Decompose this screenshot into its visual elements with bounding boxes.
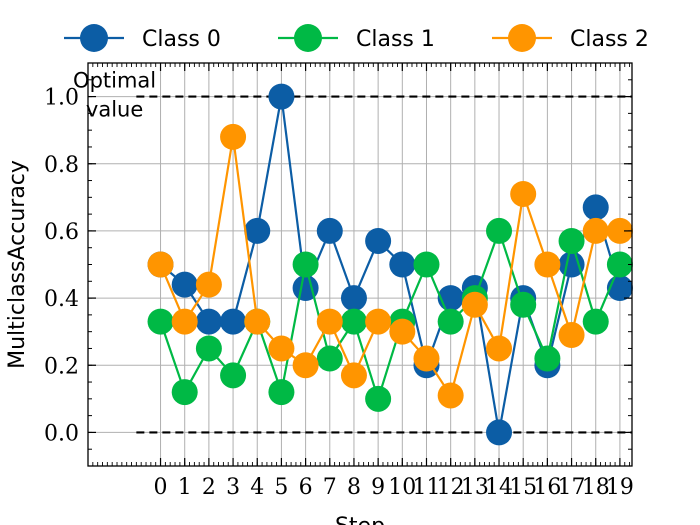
x-tick-label: 15 xyxy=(509,475,537,500)
x-tick-label: 4 xyxy=(250,475,264,500)
annotation-optimal: Optimal xyxy=(73,69,156,93)
data-point xyxy=(365,385,392,412)
y-tick-label: 0.4 xyxy=(44,287,79,312)
x-tick-label: 19 xyxy=(606,475,634,500)
data-point xyxy=(316,345,343,372)
x-tick-label: 7 xyxy=(323,475,337,500)
y-tick-label: 1.0 xyxy=(44,86,79,111)
data-point xyxy=(292,251,319,278)
y-axis-label: MulticlassAccuracy xyxy=(5,160,30,369)
legend-marker xyxy=(80,24,108,52)
x-tick-label: 2 xyxy=(202,475,216,500)
data-point xyxy=(437,308,464,335)
data-point xyxy=(220,362,247,389)
x-tick-label: 18 xyxy=(582,475,610,500)
data-point xyxy=(171,271,198,298)
x-tick-label: 5 xyxy=(274,475,288,500)
x-tick-label: 0 xyxy=(154,475,168,500)
x-tick-label: 1 xyxy=(178,475,192,500)
legend-marker xyxy=(294,24,322,52)
data-point xyxy=(389,251,416,278)
data-point xyxy=(147,251,174,278)
data-point xyxy=(316,217,343,244)
data-point xyxy=(389,318,416,345)
data-point xyxy=(582,194,609,221)
data-point xyxy=(365,227,392,254)
data-point xyxy=(534,345,561,372)
data-point xyxy=(195,335,222,362)
reference-lines xyxy=(136,95,632,434)
data-point xyxy=(195,271,222,298)
legend-marker xyxy=(508,24,536,52)
data-point xyxy=(582,217,609,244)
x-tick-label: 16 xyxy=(533,475,561,500)
x-tick-label: 9 xyxy=(371,475,385,500)
annotation-value: value xyxy=(86,98,143,122)
data-point xyxy=(340,285,367,312)
axis-ticks xyxy=(87,62,632,467)
legend-item-class-2: Class 2 xyxy=(492,24,649,52)
data-point xyxy=(534,251,561,278)
data-point xyxy=(220,123,247,150)
data-point xyxy=(171,308,198,335)
data-point xyxy=(340,362,367,389)
data-point xyxy=(461,291,488,318)
y-tick-label: 0.0 xyxy=(44,421,79,446)
tick-labels: 0.00.20.40.60.81.00 1 2 3 4 5 6 7 8 9 101112131415… xyxy=(44,86,634,500)
data-point xyxy=(171,379,198,406)
data-point xyxy=(486,335,513,362)
data-point xyxy=(365,308,392,335)
legend-item-class-0: Class 0 xyxy=(64,24,221,52)
data-point xyxy=(268,335,295,362)
data-point xyxy=(268,379,295,406)
data-point xyxy=(558,322,585,349)
data-point xyxy=(510,180,537,207)
data-point xyxy=(606,217,633,244)
data-point xyxy=(220,308,247,335)
y-tick-label: 0.8 xyxy=(44,153,79,178)
legend: Class 0 Class 1 Class 2 xyxy=(64,24,649,52)
data-point xyxy=(582,308,609,335)
legend-label: Class 0 xyxy=(142,27,221,52)
data-point xyxy=(244,217,271,244)
legend-label: Class 2 xyxy=(570,27,649,52)
data-point xyxy=(486,419,513,446)
data-point xyxy=(244,308,271,335)
x-tick-label: 13 xyxy=(461,475,489,500)
data-point xyxy=(413,345,440,372)
data-point xyxy=(558,227,585,254)
x-tick-label: 12 xyxy=(437,475,465,500)
x-tick-label: 17 xyxy=(558,475,586,500)
x-tick-label: 6 xyxy=(299,475,313,500)
series-class-2 xyxy=(147,123,633,409)
data-point xyxy=(340,308,367,335)
x-axis-label: Step xyxy=(335,514,385,525)
y-tick-label: 0.2 xyxy=(44,354,79,379)
data-point xyxy=(292,352,319,379)
data-point xyxy=(510,291,537,318)
data-point xyxy=(437,382,464,409)
series-layer xyxy=(147,83,633,446)
x-tick-label: 3 xyxy=(226,475,240,500)
data-point xyxy=(486,217,513,244)
data-point xyxy=(268,83,295,110)
data-point xyxy=(413,251,440,278)
x-tick-label: 11 xyxy=(412,475,440,500)
data-point xyxy=(316,308,343,335)
x-tick-label: 10 xyxy=(388,475,416,500)
data-point xyxy=(606,251,633,278)
legend-item-class-1: Class 1 xyxy=(278,24,435,52)
legend-label: Class 1 xyxy=(356,27,435,52)
y-tick-label: 0.6 xyxy=(44,220,79,245)
data-point xyxy=(195,308,222,335)
x-tick-label: 8 xyxy=(347,475,361,500)
x-tick-label: 14 xyxy=(485,475,513,500)
data-point xyxy=(147,308,174,335)
